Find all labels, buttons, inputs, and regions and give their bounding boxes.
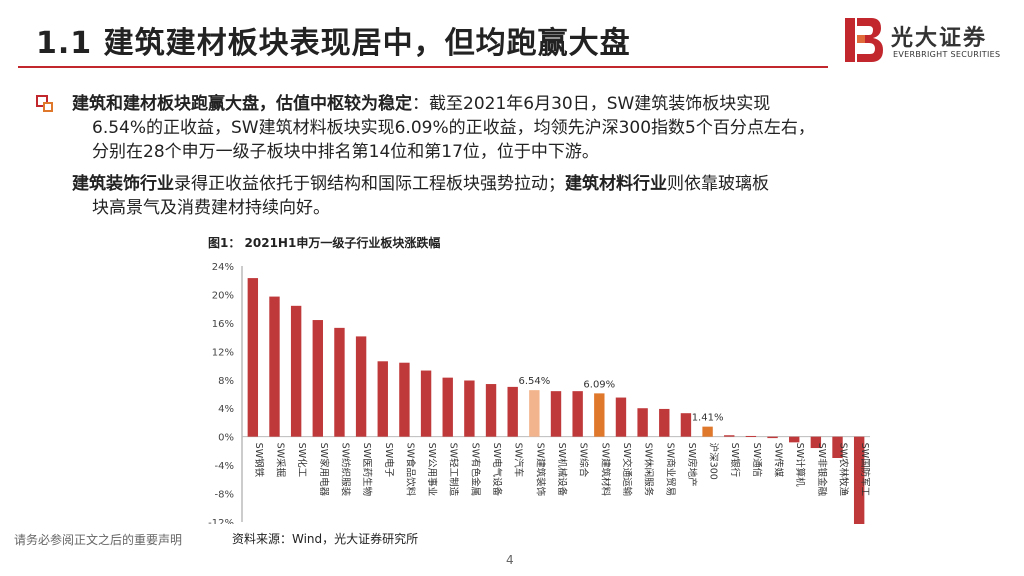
category-label: SW休闲服务 <box>643 443 655 497</box>
category-label: SW电子 <box>383 443 395 478</box>
bar-1 <box>269 296 280 437</box>
detail-text-2: 则依靠玻璃板 <box>667 174 769 194</box>
everbright-logo-icon <box>845 18 883 62</box>
bar-9 <box>442 377 453 437</box>
category-label: SW传媒 <box>773 443 785 478</box>
category-label: SW机械设备 <box>556 443 568 497</box>
category-label: SW通信 <box>751 443 763 477</box>
y-tick-label: 4% <box>218 404 234 415</box>
bar-15 <box>572 391 583 437</box>
page-number: 4 <box>506 553 514 567</box>
category-label: SW有色金属 <box>469 443 481 496</box>
y-tick-label: 0% <box>218 433 234 444</box>
bar-chart: 24% 20% 16% 12% 8% 4% 0% -4% -8% -12% SW钢铁 SW采掘 SW化工… <box>208 262 871 524</box>
category-label: SW房地产 <box>686 443 698 487</box>
bar-22 <box>724 435 735 437</box>
y-tick-label: -8% <box>215 490 234 501</box>
detail-text-3: 块高景气及消费建材持续向好。 <box>92 198 330 218</box>
category-label: SW汽车 <box>513 443 525 477</box>
category-label: SW银行 <box>729 443 741 478</box>
category-label: SW建筑材料 <box>599 443 611 497</box>
detail-emphasis-1: 建筑装饰行业 <box>72 174 174 194</box>
logo-en-text: EVERBRIGHT SECURITIES <box>893 50 1001 59</box>
title-divider <box>18 66 828 68</box>
page-title: 1.1 建筑建材板块表现居中，但均跑赢大盘 <box>36 26 631 61</box>
bar-27 <box>832 436 843 458</box>
category-label: SW交通运输 <box>621 443 633 497</box>
bar-24 <box>767 436 778 439</box>
category-label: SW化工 <box>296 443 308 478</box>
bar-13 <box>529 390 540 437</box>
bar-5 <box>355 336 367 437</box>
category-label: SW食品饮料 <box>404 443 416 497</box>
bar-17 <box>615 397 627 437</box>
chart-caption: 图1： 2021H1申万一级子行业板块涨跌幅 <box>208 236 441 250</box>
category-label: 沪深300 <box>708 443 720 480</box>
y-tick-label: 16% <box>212 319 234 330</box>
category-label: SW采掘 <box>274 443 286 477</box>
summary-text-1: ：截至2021年6月30日，SW建筑装饰板块实现 <box>412 94 771 114</box>
summary-emphasis: 建筑和建材板块跑赢大盘，估值中枢较为稳定 <box>72 94 412 114</box>
disclaimer: 请务必参阅正文之后的重要声明 <box>14 533 183 547</box>
paragraph-summary: 建筑和建材板块跑赢大盘，估值中枢较为稳定：截至2021年6月30日，SW建筑装饰… <box>72 92 972 164</box>
category-label: SW轻工制造 <box>448 443 460 497</box>
category-label: SW综合 <box>578 443 590 478</box>
bar-21 <box>702 426 713 437</box>
category-label: SW电气设备 <box>491 443 503 497</box>
bar-25 <box>789 436 800 443</box>
bar-2 <box>290 305 302 437</box>
bar-28 <box>853 436 865 524</box>
category-label: SW商业贸易 <box>664 443 676 496</box>
bar-8 <box>420 370 432 437</box>
bar-23 <box>745 435 757 437</box>
brand-logo: 光大证券 EVERBRIGHT SECURITIES <box>845 18 1015 64</box>
bullet-square-icon <box>36 95 56 115</box>
paragraph-detail: 建筑装饰行业录得正收益依托于钢结构和国际工程板块强势拉动；建筑材料行业则依靠玻璃… <box>72 172 972 220</box>
category-label: SW国防军工 <box>859 443 871 497</box>
bar-6 <box>377 361 388 437</box>
bar-18 <box>637 408 648 437</box>
bar-10 <box>464 380 475 437</box>
y-tick-label: 12% <box>212 347 234 358</box>
summary-text-3: 分别在28个申万一级子板块中排名第14位和第17位，位于中下游。 <box>92 142 599 162</box>
bar-3 <box>312 320 323 437</box>
category-label: SW计算机 <box>794 443 806 487</box>
bar-16 <box>594 393 605 437</box>
data-label: 6.54% <box>518 376 550 387</box>
data-label: 6.09% <box>583 379 615 390</box>
bar-12 <box>507 386 518 437</box>
y-tick-label: 8% <box>218 376 234 387</box>
category-label: SW公用事业 <box>426 443 438 496</box>
category-label: SW家用电器 <box>318 443 330 497</box>
bar-0 <box>247 278 259 437</box>
bar-19 <box>659 408 670 437</box>
y-tick-label: 20% <box>212 290 234 301</box>
detail-text-1: 录得正收益依托于钢结构和国际工程板块强势拉动； <box>174 174 565 194</box>
category-label: SW纺织服装 <box>339 443 351 497</box>
bar-14 <box>550 391 562 437</box>
y-tick-label: 24% <box>212 262 234 273</box>
bar-26 <box>810 436 822 449</box>
bar-7 <box>399 362 410 437</box>
category-label: SW医药生物 <box>361 443 373 497</box>
y-tick-label: -4% <box>215 461 234 472</box>
category-label: SW建筑装饰 <box>534 443 546 496</box>
bar-20 <box>680 413 692 437</box>
y-tick-label: -12% <box>208 518 234 524</box>
category-label: SW非银金融 <box>816 443 828 497</box>
data-label: 1.41% <box>692 413 724 424</box>
source-note: 资料来源：Wind，光大证券研究所 <box>232 532 419 546</box>
detail-emphasis-2: 建筑材料行业 <box>565 174 667 194</box>
bar-11 <box>485 384 497 437</box>
bar-4 <box>334 327 345 437</box>
category-label: SW钢铁 <box>253 443 265 478</box>
logo-cn-text: 光大证券 <box>891 26 988 51</box>
category-label: SW农林牧渔 <box>838 443 850 497</box>
summary-text-2: 6.54%的正收益，SW建筑材料板块实现6.09%的正收益，均领先沪深300指数… <box>92 118 815 138</box>
